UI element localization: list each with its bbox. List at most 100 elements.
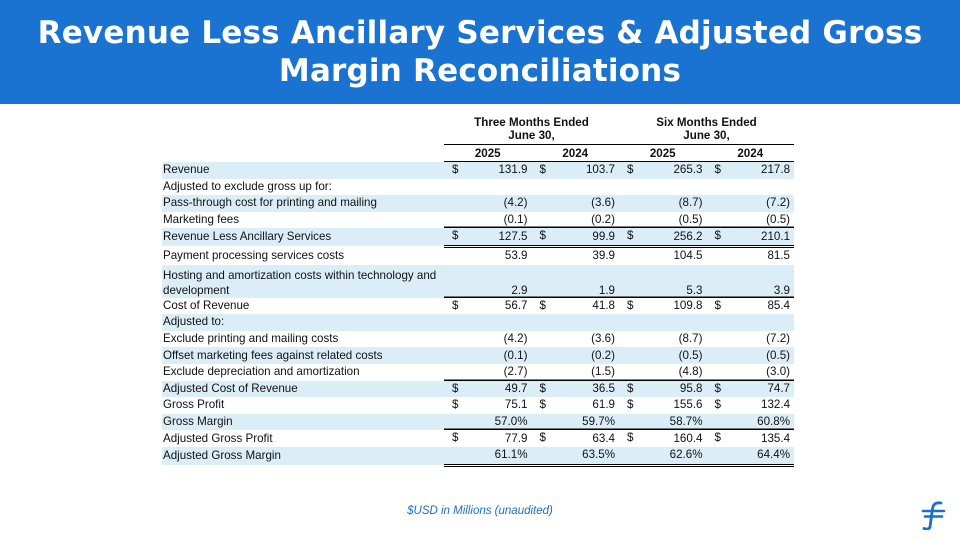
value-cell: 3.9	[706, 264, 795, 298]
value-number: 57.0%	[494, 415, 528, 429]
value-cell: 62.6%	[619, 446, 707, 467]
currency-symbol: $	[539, 229, 546, 243]
currency-symbol: $	[627, 229, 634, 243]
value-cell: (0.5)	[619, 212, 707, 229]
value-cell: 5.3	[619, 264, 707, 298]
value-number: (4.2)	[503, 196, 528, 210]
value-cell: $265.3	[619, 161, 707, 179]
value-number: (2.7)	[503, 365, 528, 379]
value-cell: (7.2)	[706, 195, 795, 212]
value-number: (4.8)	[678, 365, 703, 379]
value-cell	[444, 179, 532, 196]
value-number: 3.9	[773, 283, 791, 297]
currency-symbol: $	[627, 431, 634, 445]
row-label: Revenue Less Ancillary Services	[162, 228, 444, 247]
value-cell: 53.9	[444, 246, 532, 264]
value-number: (0.1)	[503, 348, 528, 362]
value-number: 2.9	[511, 283, 528, 297]
row-label: Gross Profit	[163, 398, 225, 412]
value-number: 41.8	[592, 298, 615, 312]
row-label: Adjusted Gross Margin	[162, 446, 444, 465]
row-label: Gross Margin	[162, 413, 444, 431]
value-cell: (8.7)	[619, 331, 707, 348]
row-label: Adjusted to:	[162, 314, 444, 331]
table-row: Revenue $131.9 $103.7 $265.3 $217.8	[162, 161, 795, 179]
value-number: 77.9	[504, 431, 528, 445]
value-cell: (4.8)	[619, 364, 707, 381]
value-cell: 2.9	[444, 264, 532, 298]
value-cell	[619, 314, 707, 331]
year-header: 2024	[531, 144, 619, 162]
value-number: 62.6%	[669, 448, 703, 462]
value-number: 59.7%	[582, 415, 615, 429]
table-row: Payment processing services costs 53.9 39.…	[162, 246, 794, 264]
value-cell: $127.5	[444, 228, 532, 248]
value-number: 217.8	[761, 163, 791, 177]
currency-symbol: $	[714, 298, 721, 312]
currency-symbol: $	[714, 398, 721, 412]
value-number: (7.2)	[766, 196, 791, 210]
value-number: 127.5	[498, 229, 528, 243]
table-row: Marketing fees (0.1) (0.2) (0.5) (0.5)	[162, 212, 794, 229]
value-number: 104.5	[673, 249, 703, 263]
value-number: 61.1%	[494, 448, 528, 462]
value-number: 49.7	[504, 381, 528, 395]
value-cell: 61.1%	[444, 446, 532, 467]
value-cell: (4.2)	[444, 195, 532, 212]
row-label: Cost of Revenue	[163, 298, 250, 312]
footnote: $USD in Millions (unaudited)	[407, 505, 553, 517]
value-number: (4.2)	[503, 332, 528, 346]
row-label: Adjusted Gross Profit	[163, 431, 273, 445]
value-number: 132.4	[761, 398, 791, 412]
value-cell: 59.7%	[531, 413, 619, 431]
year-header: 2025	[444, 144, 532, 162]
table-row: Adjusted to:	[162, 314, 795, 331]
value-number: 39.9	[592, 249, 615, 263]
value-number: 74.7	[767, 381, 791, 395]
row-label: Payment processing services costs	[163, 248, 345, 262]
currency-symbol: $	[627, 398, 634, 412]
value-number: 1.9	[598, 283, 615, 297]
value-cell: (3.6)	[531, 195, 619, 212]
value-cell: 60.8%	[706, 413, 795, 431]
value-cell: $63.4	[532, 430, 620, 447]
value-cell: $160.4	[619, 430, 707, 447]
header-blank	[162, 145, 444, 162]
row-label: Offset marketing fees against related co…	[162, 347, 444, 364]
value-cell: (3.0)	[707, 364, 795, 381]
value-number: 81.5	[767, 249, 791, 263]
currency-symbol: $	[714, 431, 721, 445]
year-header: 2025	[619, 144, 707, 162]
row-label: Exclude depreciation and amortization	[163, 365, 360, 379]
value-number: (3.0)	[766, 365, 791, 379]
value-cell: $95.8	[619, 380, 707, 398]
value-cell: $109.8	[619, 298, 707, 315]
period-header-line2: June 30,	[683, 129, 730, 142]
value-number: (3.6)	[591, 332, 615, 346]
row-label: Marketing fees	[163, 213, 240, 227]
value-cell: 104.5	[619, 246, 707, 264]
value-cell: $135.4	[707, 430, 795, 447]
value-cell: $74.7	[706, 380, 795, 398]
table-row: Gross Profit $75.1 $61.9 $155.6 $132.4	[162, 397, 794, 414]
value-number: (0.1)	[503, 213, 528, 227]
reconciliation-table: Three Months Ended June 30, Six Months E…	[162, 112, 795, 467]
value-cell: 64.4%	[706, 446, 795, 467]
value-number: 135.4	[761, 431, 791, 445]
currency-symbol: $	[539, 163, 546, 176]
value-number: (1.5)	[591, 365, 615, 379]
currency-symbol: $	[539, 298, 546, 312]
period-header-row: Three Months Ended June 30, Six Months E…	[162, 112, 795, 145]
table-row: Offset marketing fees against related co…	[162, 347, 795, 364]
value-number: (0.5)	[678, 213, 703, 227]
table-row: Exclude depreciation and amortization (2.…	[162, 364, 794, 381]
value-number: 56.7	[504, 298, 528, 312]
header-blank	[162, 112, 444, 145]
currency-symbol: $	[627, 163, 634, 176]
table-row: Adjusted Gross Profit $77.9 $63.4 $160.4 $13…	[162, 430, 794, 447]
value-number: 85.4	[767, 298, 791, 312]
value-cell: $75.1	[444, 397, 532, 414]
value-number: (0.5)	[678, 348, 703, 362]
value-number: (7.2)	[766, 332, 791, 346]
currency-symbol: $	[627, 381, 634, 395]
